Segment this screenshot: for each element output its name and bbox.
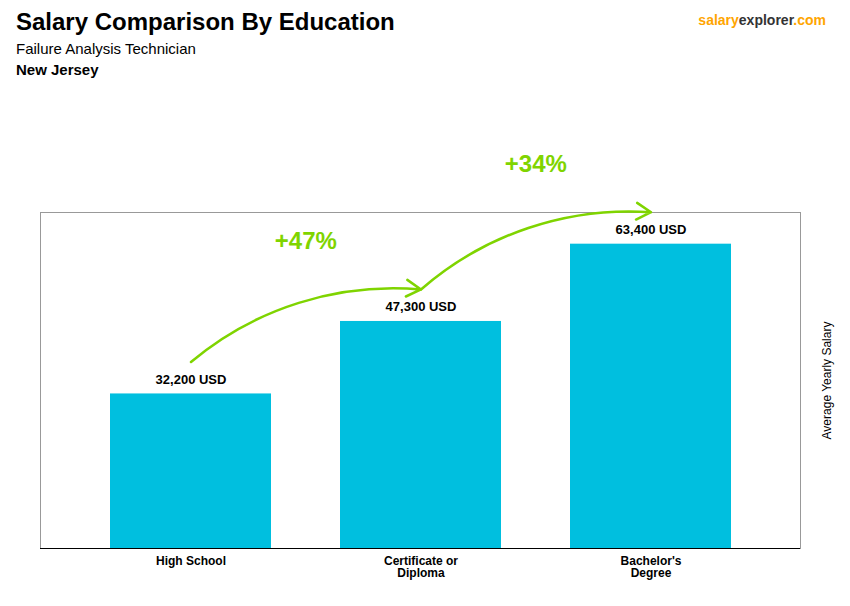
html-text:Failure Analysis Technician: Failure Analysis Technician (16, 40, 196, 57)
svg-text:Certificate orDiploma: Certificate orDiploma (384, 554, 458, 580)
html-text:Salary Comparison By Education: Salary Comparison By Education (16, 8, 395, 35)
html-text:New Jersey: New Jersey (16, 61, 99, 78)
svg-text:47,300 USD: 47,300 USD (386, 299, 457, 314)
svg-text:High School: High School (156, 554, 226, 568)
svg-text:+47%: +47% (275, 227, 337, 254)
html-text:salary explorer.com: salary explorer.com (698, 12, 826, 28)
svg-text:32,200 USD: 32,200 USD (156, 372, 227, 387)
svg-text:63,400 USD: 63,400 USD (616, 222, 687, 237)
svg-text:+34%: +34% (505, 150, 567, 177)
svg-text:Bachelor'sDegree: Bachelor'sDegree (621, 554, 682, 580)
svg-text:Average Yearly Salary: Average Yearly Salary (820, 322, 834, 440)
